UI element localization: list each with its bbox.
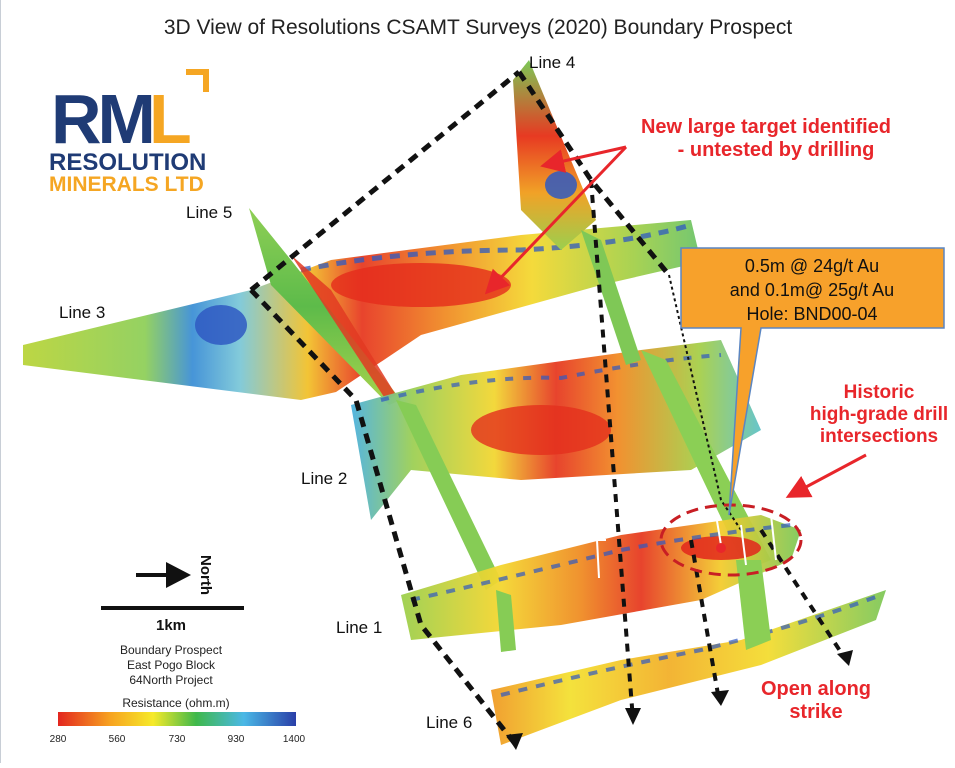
label-line5: Line 5 bbox=[186, 203, 232, 222]
open-strike-line2: strike bbox=[789, 701, 842, 723]
drill-result-line2: and 0.1m@ 25g/t Au bbox=[730, 280, 894, 300]
new-target-callout: New large target identified - untested b… bbox=[484, 116, 891, 295]
section-line5 bbox=[249, 208, 401, 405]
project-info-line3: 64North Project bbox=[129, 673, 213, 687]
legend-colorbar bbox=[58, 712, 296, 726]
rml-logo: RM L RESOLUTION MINERALS LTD bbox=[49, 69, 209, 196]
section-line3 bbox=[23, 220, 701, 400]
legend-title: Resistance (ohm.m) bbox=[122, 696, 229, 710]
line-labels: Line 4 Line 5 Line 3 Line 2 Line 1 Line … bbox=[59, 53, 575, 732]
section-line1 bbox=[401, 515, 801, 652]
north-label: North bbox=[197, 555, 214, 595]
resistance-legend: Resistance (ohm.m) 280 560 730 930 1400 bbox=[50, 696, 306, 745]
figure-title: 3D View of Resolutions CSAMT Surveys (20… bbox=[164, 16, 793, 39]
label-line1: Line 1 bbox=[336, 618, 382, 637]
legend-tick-1: 560 bbox=[109, 734, 126, 745]
legend-tick-2: 730 bbox=[169, 734, 186, 745]
label-line2: Line 2 bbox=[301, 469, 347, 488]
historic-line3: intersections bbox=[820, 426, 938, 447]
open-strike-callout: Open along strike bbox=[761, 678, 871, 723]
label-line4: Line 4 bbox=[529, 53, 575, 72]
logo-letter-l: L bbox=[149, 80, 192, 158]
project-info-line1: Boundary Prospect bbox=[120, 643, 223, 657]
logo-line1: RESOLUTION bbox=[49, 149, 206, 176]
label-line6: Line 6 bbox=[426, 713, 472, 732]
scale-bar: 1km bbox=[101, 606, 244, 634]
historic-line2: high-grade drill bbox=[810, 404, 948, 425]
drill-result-callout: 0.5m @ 24g/t Au and 0.1m@ 25g/t Au Hole:… bbox=[680, 247, 945, 516]
legend-tick-3: 930 bbox=[228, 734, 245, 745]
north-arrow: North bbox=[136, 555, 214, 595]
legend-tick-0: 280 bbox=[50, 734, 67, 745]
logo-letters-rm: RM bbox=[51, 80, 152, 158]
section-line2 bbox=[351, 230, 771, 590]
scale-label: 1km bbox=[156, 617, 186, 634]
open-strike-line1: Open along bbox=[761, 678, 871, 700]
project-info: Boundary Prospect East Pogo Block 64Nort… bbox=[120, 643, 223, 687]
drill-hole-marker bbox=[716, 543, 726, 553]
logo-line2: MINERALS LTD bbox=[49, 173, 204, 196]
new-target-line2: - untested by drilling bbox=[678, 139, 875, 161]
legend-tick-4: 1400 bbox=[283, 734, 306, 745]
historic-line1: Historic bbox=[844, 382, 915, 403]
survey-outline bbox=[249, 70, 853, 750]
label-line3: Line 3 bbox=[59, 303, 105, 322]
section-line6 bbox=[491, 560, 886, 745]
project-info-line2: East Pogo Block bbox=[127, 658, 216, 672]
drill-result-line1: 0.5m @ 24g/t Au bbox=[745, 256, 879, 276]
new-target-line1: New large target identified bbox=[641, 116, 891, 138]
historic-callout: Historic high-grade drill intersections bbox=[785, 382, 948, 498]
drill-traces bbox=[591, 514, 777, 579]
drill-result-line3: Hole: BND00-04 bbox=[746, 304, 877, 324]
